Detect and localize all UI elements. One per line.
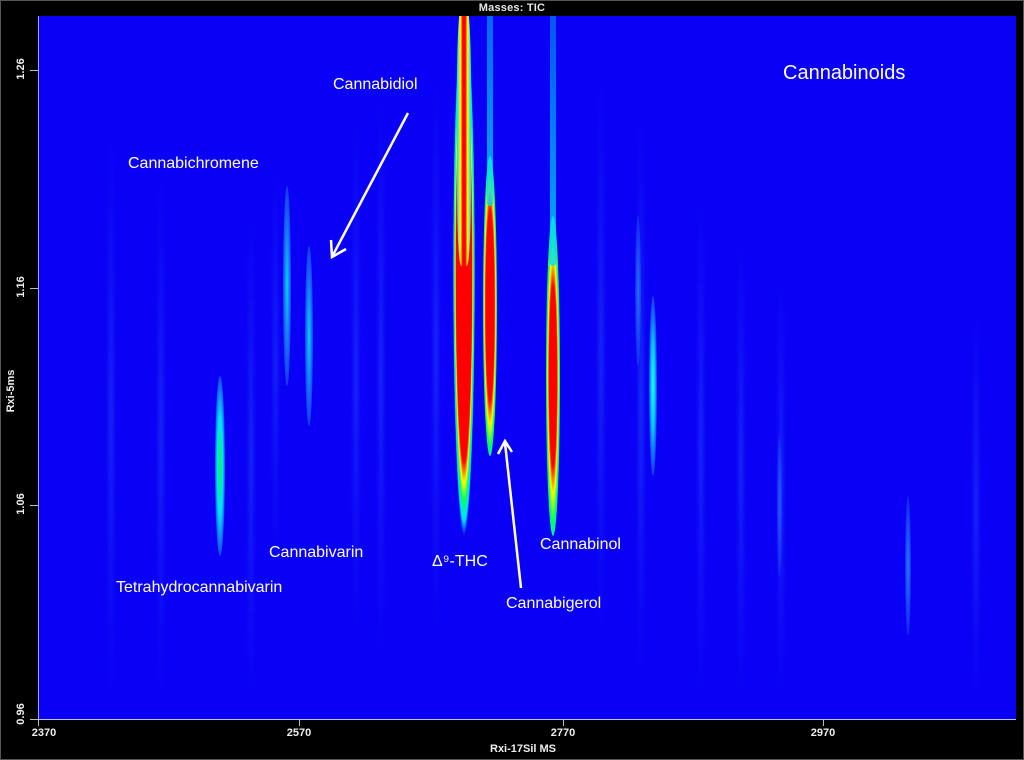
y-axis-title: Rxi-5ms: [5, 369, 17, 413]
x-tick-label: 2370: [31, 727, 57, 739]
background-streak: [379, 96, 383, 656]
peak-minor-2790[interactable]: [635, 216, 641, 366]
y-tick-label: 1.26: [15, 58, 27, 80]
y-tick-label: 0.96: [15, 703, 27, 725]
background-streak: [274, 166, 277, 566]
label-cannabivarin: Cannabivarin: [269, 544, 364, 561]
chart-title: Masses: TIC: [478, 2, 546, 14]
label-cannabinol: Cannabinol: [540, 536, 621, 553]
label-cannabichromene: Cannabichromene: [128, 155, 259, 172]
label-delta9-thc: Δ⁹-THC: [432, 553, 488, 570]
peak-minor-3042[interactable]: [905, 496, 911, 636]
background-streak: [159, 176, 163, 696]
y-tick-label: 1.06: [15, 493, 27, 515]
peak-tetrahydrocannabivarin[interactable]: [215, 376, 225, 556]
background-streak: [434, 76, 438, 636]
peak-cannabigerol-tail: [487, 16, 493, 206]
peak-cannabinol[interactable]: [546, 216, 560, 536]
peak-minor-2890[interactable]: [777, 436, 782, 576]
peak-minor-2835[interactable]: [649, 296, 657, 476]
background-streak: [699, 196, 703, 696]
y-tick: [30, 719, 38, 720]
x-axis-title: Rxi-17Sil MS: [490, 743, 557, 755]
peak-cannabinol-tail: [550, 16, 556, 266]
background-streak: [599, 76, 603, 636]
plot-inset-title: Cannabinoids: [783, 62, 906, 84]
label-cannabidiol: Cannabidiol: [333, 76, 418, 93]
x-tick: [823, 720, 824, 726]
y-tick: [30, 505, 38, 506]
background-streak: [974, 316, 978, 696]
peak-cannabivarin[interactable]: [305, 246, 313, 426]
background-streak: [739, 236, 743, 696]
x-tick-label: 2970: [810, 727, 836, 739]
y-tick: [30, 70, 38, 71]
gcxgc-contour-plot[interactable]: [38, 16, 1016, 720]
background-streak: [639, 116, 643, 676]
y-tick-label: 1.16: [15, 276, 27, 298]
label-cannabigerol: Cannabigerol: [506, 595, 602, 612]
y-tick: [30, 288, 38, 289]
peak-cannabichromene[interactable]: [283, 186, 291, 386]
x-tick: [38, 720, 39, 726]
background-streak: [109, 136, 113, 696]
x-tick-label: 2570: [286, 727, 312, 739]
background-streak: [249, 216, 253, 696]
x-tick-label: 2770: [550, 727, 576, 739]
background-streak: [354, 116, 358, 636]
x-tick: [563, 720, 564, 726]
x-tick: [299, 720, 300, 726]
peak-cannabigerol[interactable]: [483, 156, 497, 456]
label-tetrahydrocannabivarin: Tetrahydrocannabivarin: [116, 579, 283, 596]
peak-cannabidiol-tail: [457, 16, 471, 266]
